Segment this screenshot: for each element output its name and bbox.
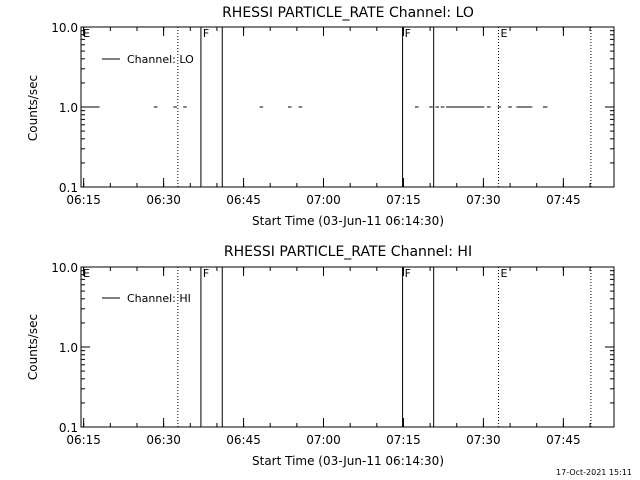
lo-panel-x-axis-label: Start Time (03-Jun-11 06:14:30) xyxy=(252,214,444,228)
lo-y-tick-label: 10.0 xyxy=(51,21,78,35)
hi-y-tick-label: 1.0 xyxy=(59,341,78,355)
lo-x-tick-label: 06:45 xyxy=(226,193,261,207)
hi-panel-y-axis-label: Counts/sec xyxy=(26,314,40,380)
lo-y-tick-label: 1.0 xyxy=(59,101,78,115)
lo-event-marker-label: F xyxy=(203,27,209,40)
lo-y-tick-label: 0.1 xyxy=(59,181,78,195)
lo-x-tick-label: 07:15 xyxy=(386,193,421,207)
lo-panel-y-axis-label: Counts/sec xyxy=(26,75,40,141)
hi-x-tick-label: 06:15 xyxy=(66,433,101,447)
hi-x-tick-label: 06:45 xyxy=(226,433,261,447)
lo-event-marker-label: E xyxy=(83,27,90,40)
lo-channel-panel: RHESSI PARTICLE_RATE Channel: LO Start T… xyxy=(26,5,615,228)
hi-legend-label: Channel: HI xyxy=(127,292,191,305)
generation-timestamp: 17-Oct-2021 15:11 xyxy=(556,468,632,477)
hi-event-marker-label: E xyxy=(501,267,508,280)
hi-x-tick-label: 06:30 xyxy=(146,433,181,447)
lo-x-tick-label: 07:00 xyxy=(306,193,341,207)
hi-x-tick-label: 07:45 xyxy=(546,433,581,447)
hi-y-tick-label: 0.1 xyxy=(59,421,78,435)
lo-event-marker-label: F xyxy=(405,27,411,40)
lo-event-marker-label: E xyxy=(501,27,508,40)
hi-x-tick-label: 07:30 xyxy=(466,433,501,447)
lo-x-tick-label: 06:30 xyxy=(146,193,181,207)
lo-x-tick-label: 07:45 xyxy=(546,193,581,207)
lo-x-tick-label: 06:15 xyxy=(66,193,101,207)
hi-channel-panel: RHESSI PARTICLE_RATE Channel: HI Start T… xyxy=(26,244,615,468)
hi-panel-title: RHESSI PARTICLE_RATE Channel: HI xyxy=(224,244,472,260)
hi-y-tick-label: 10.0 xyxy=(51,261,78,275)
hi-event-marker-label: E xyxy=(83,267,90,280)
hi-x-tick-label: 07:00 xyxy=(306,433,341,447)
hi-event-marker-label: F xyxy=(405,267,411,280)
hi-panel-x-axis-label: Start Time (03-Jun-11 06:14:30) xyxy=(252,454,444,468)
hi-event-marker-label: F xyxy=(203,267,209,280)
lo-x-tick-label: 07:30 xyxy=(466,193,501,207)
lo-legend-label: Channel: LO xyxy=(127,53,194,66)
hi-x-tick-label: 07:15 xyxy=(386,433,421,447)
lo-panel-title: RHESSI PARTICLE_RATE Channel: LO xyxy=(222,5,474,21)
